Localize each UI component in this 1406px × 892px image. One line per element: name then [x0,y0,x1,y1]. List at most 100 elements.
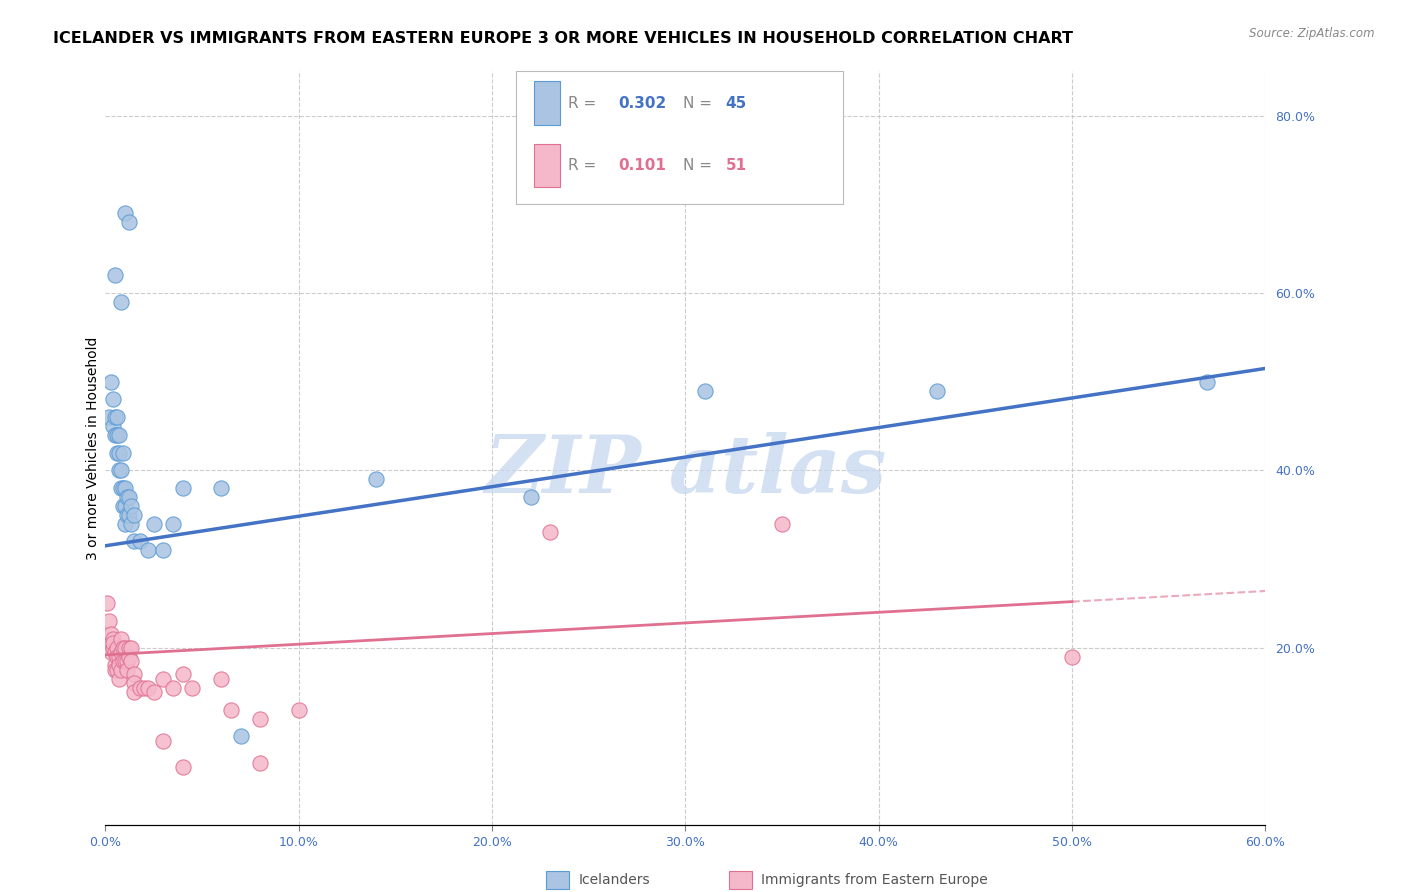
Point [770,516,793,531]
Point [132,681,156,695]
Point [925,384,948,398]
Y-axis label: 3 or more Vehicles in Household: 3 or more Vehicles in Household [86,336,100,560]
Point [124,685,146,699]
Point [172,667,194,681]
Point [136,543,159,558]
Point [105,663,128,677]
Point [115,508,138,522]
Text: ICELANDER VS IMMIGRANTS FROM EASTERN EUROPE 3 OR MORE VEHICLES IN HOUSEHOLD CORR: ICELANDER VS IMMIGRANTS FROM EASTERN EUR… [53,31,1073,46]
Point [114,499,136,513]
Text: R =: R = [568,158,596,173]
Point [366,472,388,486]
Point [105,428,128,442]
Text: 0.101: 0.101 [619,158,666,173]
Point [103,419,124,434]
Point [162,681,184,695]
Point [108,428,131,442]
Point [111,654,134,668]
Point [111,445,134,459]
Point [229,730,252,744]
Text: ZIP atlas: ZIP atlas [484,432,887,509]
Point [120,654,142,668]
Point [1062,649,1084,664]
Point [124,508,146,522]
Point [118,508,141,522]
Point [124,534,146,549]
Point [110,663,132,677]
Point [114,654,136,668]
Point [118,215,141,229]
Point [249,756,271,770]
Point [152,543,174,558]
Point [110,481,132,495]
Text: Immigrants from Eastern Europe: Immigrants from Eastern Europe [762,873,988,888]
Point [103,640,124,655]
Point [111,499,134,513]
Point [162,516,184,531]
Point [108,463,131,477]
Point [288,703,311,717]
Point [110,463,132,477]
Point [114,516,136,531]
Point [104,410,127,425]
Point [114,640,136,655]
Point [118,490,141,504]
Text: R =: R = [568,95,596,111]
Point [105,445,128,459]
Point [172,481,194,495]
Point [1197,375,1219,389]
Point [104,663,127,677]
Point [104,658,127,673]
Point [103,392,124,407]
Point [124,667,146,681]
Point [108,649,131,664]
Point [152,734,174,748]
Point [129,534,152,549]
Point [115,490,138,504]
Point [129,681,152,695]
Point [111,481,134,495]
Text: N =: N = [683,95,713,111]
Point [110,632,132,646]
Point [249,712,271,726]
Point [124,676,146,690]
Point [100,375,122,389]
Point [111,640,134,655]
Point [118,649,141,664]
Point [103,632,124,646]
Point [120,640,142,655]
Point [110,645,132,659]
Point [104,268,127,283]
Point [219,703,242,717]
Point [520,490,543,504]
Point [115,663,138,677]
Point [98,410,121,425]
Point [96,596,118,610]
Point [211,481,233,495]
Point [142,685,165,699]
Point [104,645,127,659]
Point [104,428,127,442]
Text: 45: 45 [725,95,747,111]
Point [98,614,121,628]
Point [108,445,131,459]
Point [108,672,131,686]
Point [142,516,165,531]
Point [136,681,159,695]
Point [105,410,128,425]
Text: N =: N = [683,158,713,173]
Point [115,654,138,668]
Point [172,760,194,774]
Text: Icelanders: Icelanders [579,873,650,888]
Point [181,681,204,695]
Point [103,636,124,650]
Point [693,384,716,398]
Point [114,481,136,495]
Point [110,294,132,309]
Point [100,645,122,659]
Point [211,672,233,686]
Point [105,640,128,655]
Point [152,672,174,686]
Point [114,206,136,220]
Point [108,658,131,673]
